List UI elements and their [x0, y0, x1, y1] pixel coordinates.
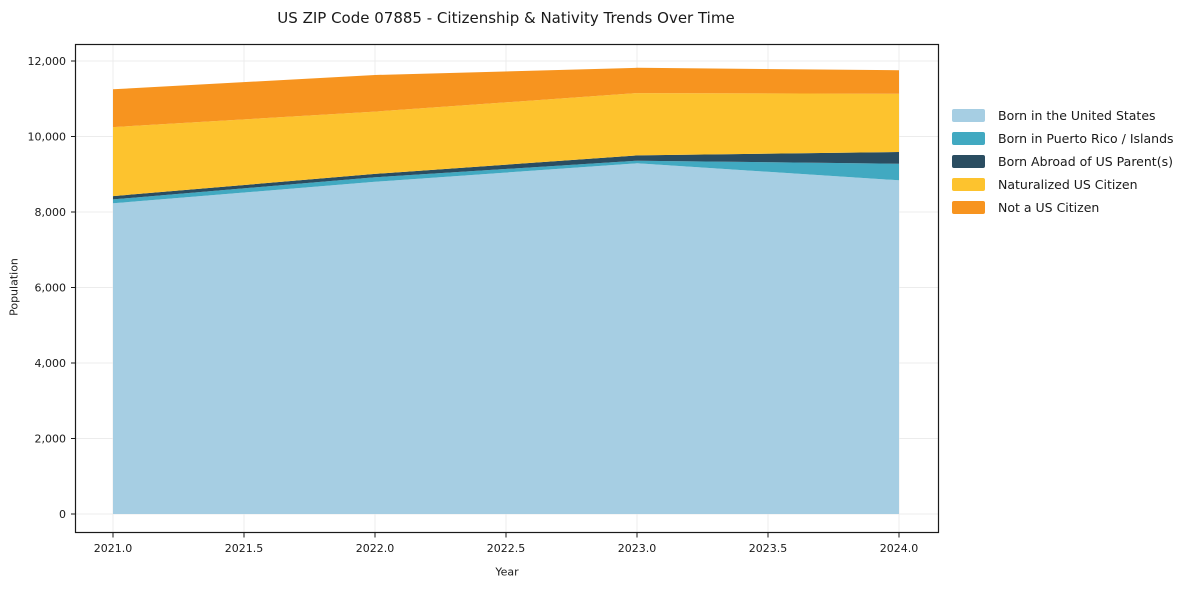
- y-tick-label: 2,000: [35, 432, 67, 445]
- area-series-0: [113, 163, 899, 515]
- y-tick-label: 0: [59, 508, 66, 521]
- x-tick-label: 2021.5: [225, 542, 264, 555]
- area-series-4: [113, 67, 899, 128]
- legend-swatch: [952, 132, 985, 145]
- legend-label: Naturalized US Citizen: [998, 177, 1138, 192]
- legend-swatch: [952, 201, 985, 214]
- legend-label: Not a US Citizen: [998, 200, 1100, 215]
- y-tick-label: 12,000: [28, 55, 67, 68]
- legend-label: Born in the United States: [998, 108, 1156, 123]
- y-tick-label: 10,000: [28, 130, 67, 143]
- x-tick-label: 2023.0: [618, 542, 657, 555]
- legend-label: Born Abroad of US Parent(s): [998, 154, 1173, 169]
- area-series-3: [113, 93, 899, 197]
- legend-label: Born in Puerto Rico / Islands: [998, 131, 1174, 146]
- legend: Born in the United States Born in Puerto …: [952, 104, 1174, 219]
- chart-title: US ZIP Code 07885 - Citizenship & Nativi…: [277, 9, 735, 27]
- legend-item: Born in the United States: [952, 104, 1174, 127]
- legend-item: Not a US Citizen: [952, 196, 1174, 219]
- legend-swatch: [952, 109, 985, 122]
- legend-item: Born Abroad of US Parent(s): [952, 150, 1174, 173]
- legend-item: Born in Puerto Rico / Islands: [952, 127, 1174, 150]
- x-axis-label: Year: [495, 565, 519, 579]
- x-tick-label: 2023.5: [749, 542, 788, 555]
- x-tick-label: 2022.5: [487, 542, 526, 555]
- area-series-2: [113, 152, 899, 200]
- legend-swatch: [952, 155, 985, 168]
- area-series-1: [113, 160, 899, 204]
- x-tick-label: 2024.0: [880, 542, 919, 555]
- legend-swatch: [952, 178, 985, 191]
- y-tick-label: 4,000: [35, 357, 67, 370]
- axes-spines: [74, 43, 940, 534]
- y-tick-label: 6,000: [35, 281, 67, 294]
- x-tick-label: 2022.0: [356, 542, 395, 555]
- x-tick-label: 2021.0: [94, 542, 133, 555]
- legend-item: Naturalized US Citizen: [952, 173, 1174, 196]
- y-tick-label: 8,000: [35, 206, 67, 219]
